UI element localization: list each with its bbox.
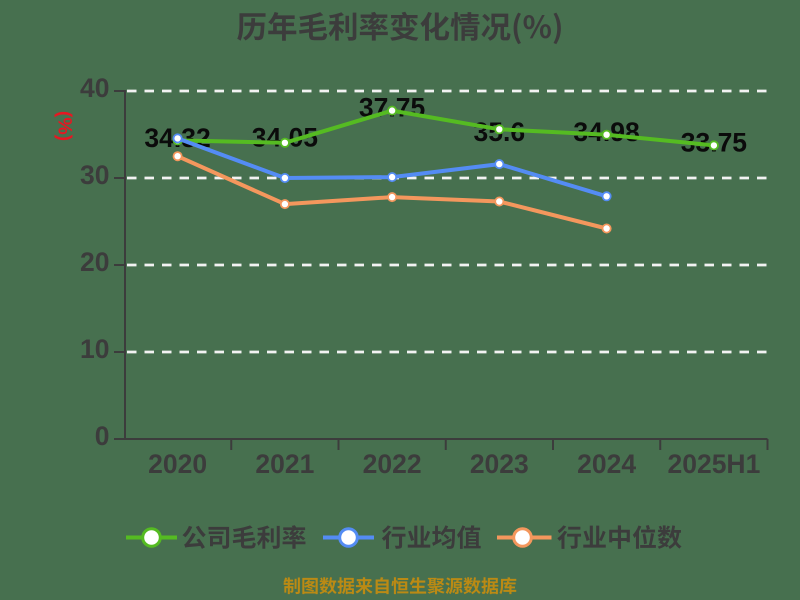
svg-text:30: 30 xyxy=(80,160,109,190)
svg-text:2020: 2020 xyxy=(148,449,207,479)
svg-text:10: 10 xyxy=(80,334,109,364)
svg-text:40: 40 xyxy=(80,73,109,103)
svg-text:2025H1: 2025H1 xyxy=(667,449,760,479)
svg-text:2024: 2024 xyxy=(577,449,636,479)
svg-text:2023: 2023 xyxy=(470,449,529,479)
svg-text:2022: 2022 xyxy=(363,449,422,479)
svg-text:(%): (%) xyxy=(54,111,76,141)
svg-text:20: 20 xyxy=(80,247,109,277)
svg-text:2021: 2021 xyxy=(255,449,314,479)
svg-text:0: 0 xyxy=(95,421,110,451)
